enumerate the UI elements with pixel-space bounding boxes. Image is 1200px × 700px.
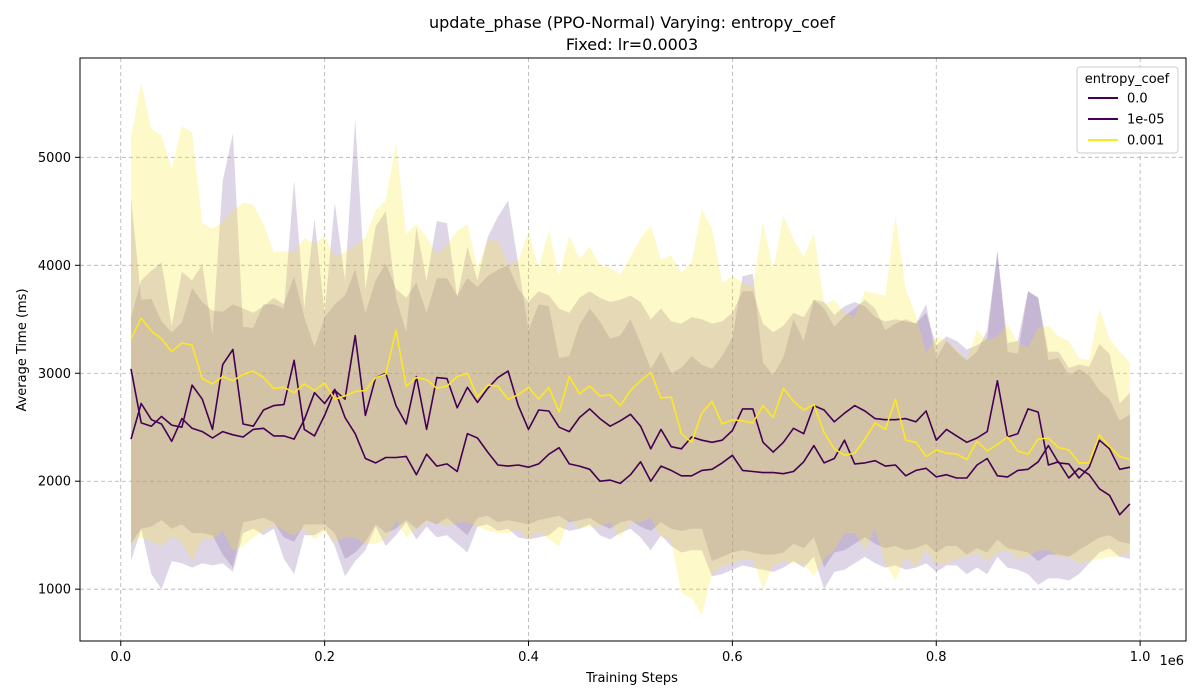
series-lines xyxy=(130,317,1131,516)
x-axis-ticks: 0.0 0.2 0.4 0.6 0.8 1.0 xyxy=(110,641,1150,665)
y-tick-label: 2000 xyxy=(38,475,71,490)
series-line-0.001 xyxy=(130,317,1131,464)
y-tick-label: 3000 xyxy=(38,367,71,382)
confidence-bands xyxy=(131,82,1130,616)
x-tick-label: 0.0 xyxy=(110,650,131,665)
series-line-0.0 xyxy=(130,334,1131,516)
legend: entropy_coef 0.0 1e-05 0.001 xyxy=(1076,66,1179,154)
x-tick-label: 0.2 xyxy=(314,650,335,665)
band-0.001 xyxy=(131,82,1130,616)
y-tick-label: 4000 xyxy=(38,259,71,274)
y-tick-label: 1000 xyxy=(38,583,71,598)
chart-title: update_phase (PPO-Normal) Varying: entro… xyxy=(429,13,835,33)
chart-subtitle: Fixed: lr=0.0003 xyxy=(566,35,698,54)
x-tick-label: 1.0 xyxy=(1130,650,1151,665)
legend-box xyxy=(1076,66,1179,154)
grid xyxy=(80,58,1186,641)
legend-entry-0: 0.0 xyxy=(1127,92,1148,107)
series-line-1e-05 xyxy=(130,388,1131,485)
plot-area-frame xyxy=(79,57,1187,642)
y-axis-label: Average Time (ms) xyxy=(15,288,30,411)
band-1e-05 xyxy=(131,119,1130,568)
y-tick-label: 5000 xyxy=(38,151,71,166)
x-tick-label: 0.4 xyxy=(518,650,539,665)
legend-title: entropy_coef xyxy=(1085,72,1170,87)
x-axis-label: Training Steps xyxy=(585,671,678,686)
legend-entry-1: 1e-05 xyxy=(1127,113,1165,128)
x-tick-label: 0.8 xyxy=(926,650,947,665)
band-0.0 xyxy=(131,197,1130,590)
y-axis-ticks: 1000 2000 3000 4000 5000 xyxy=(38,151,80,598)
legend-entry-2: 0.001 xyxy=(1127,134,1164,149)
x-tick-label: 0.6 xyxy=(722,650,743,665)
x-axis-offset-label: 1e6 xyxy=(1159,654,1184,669)
